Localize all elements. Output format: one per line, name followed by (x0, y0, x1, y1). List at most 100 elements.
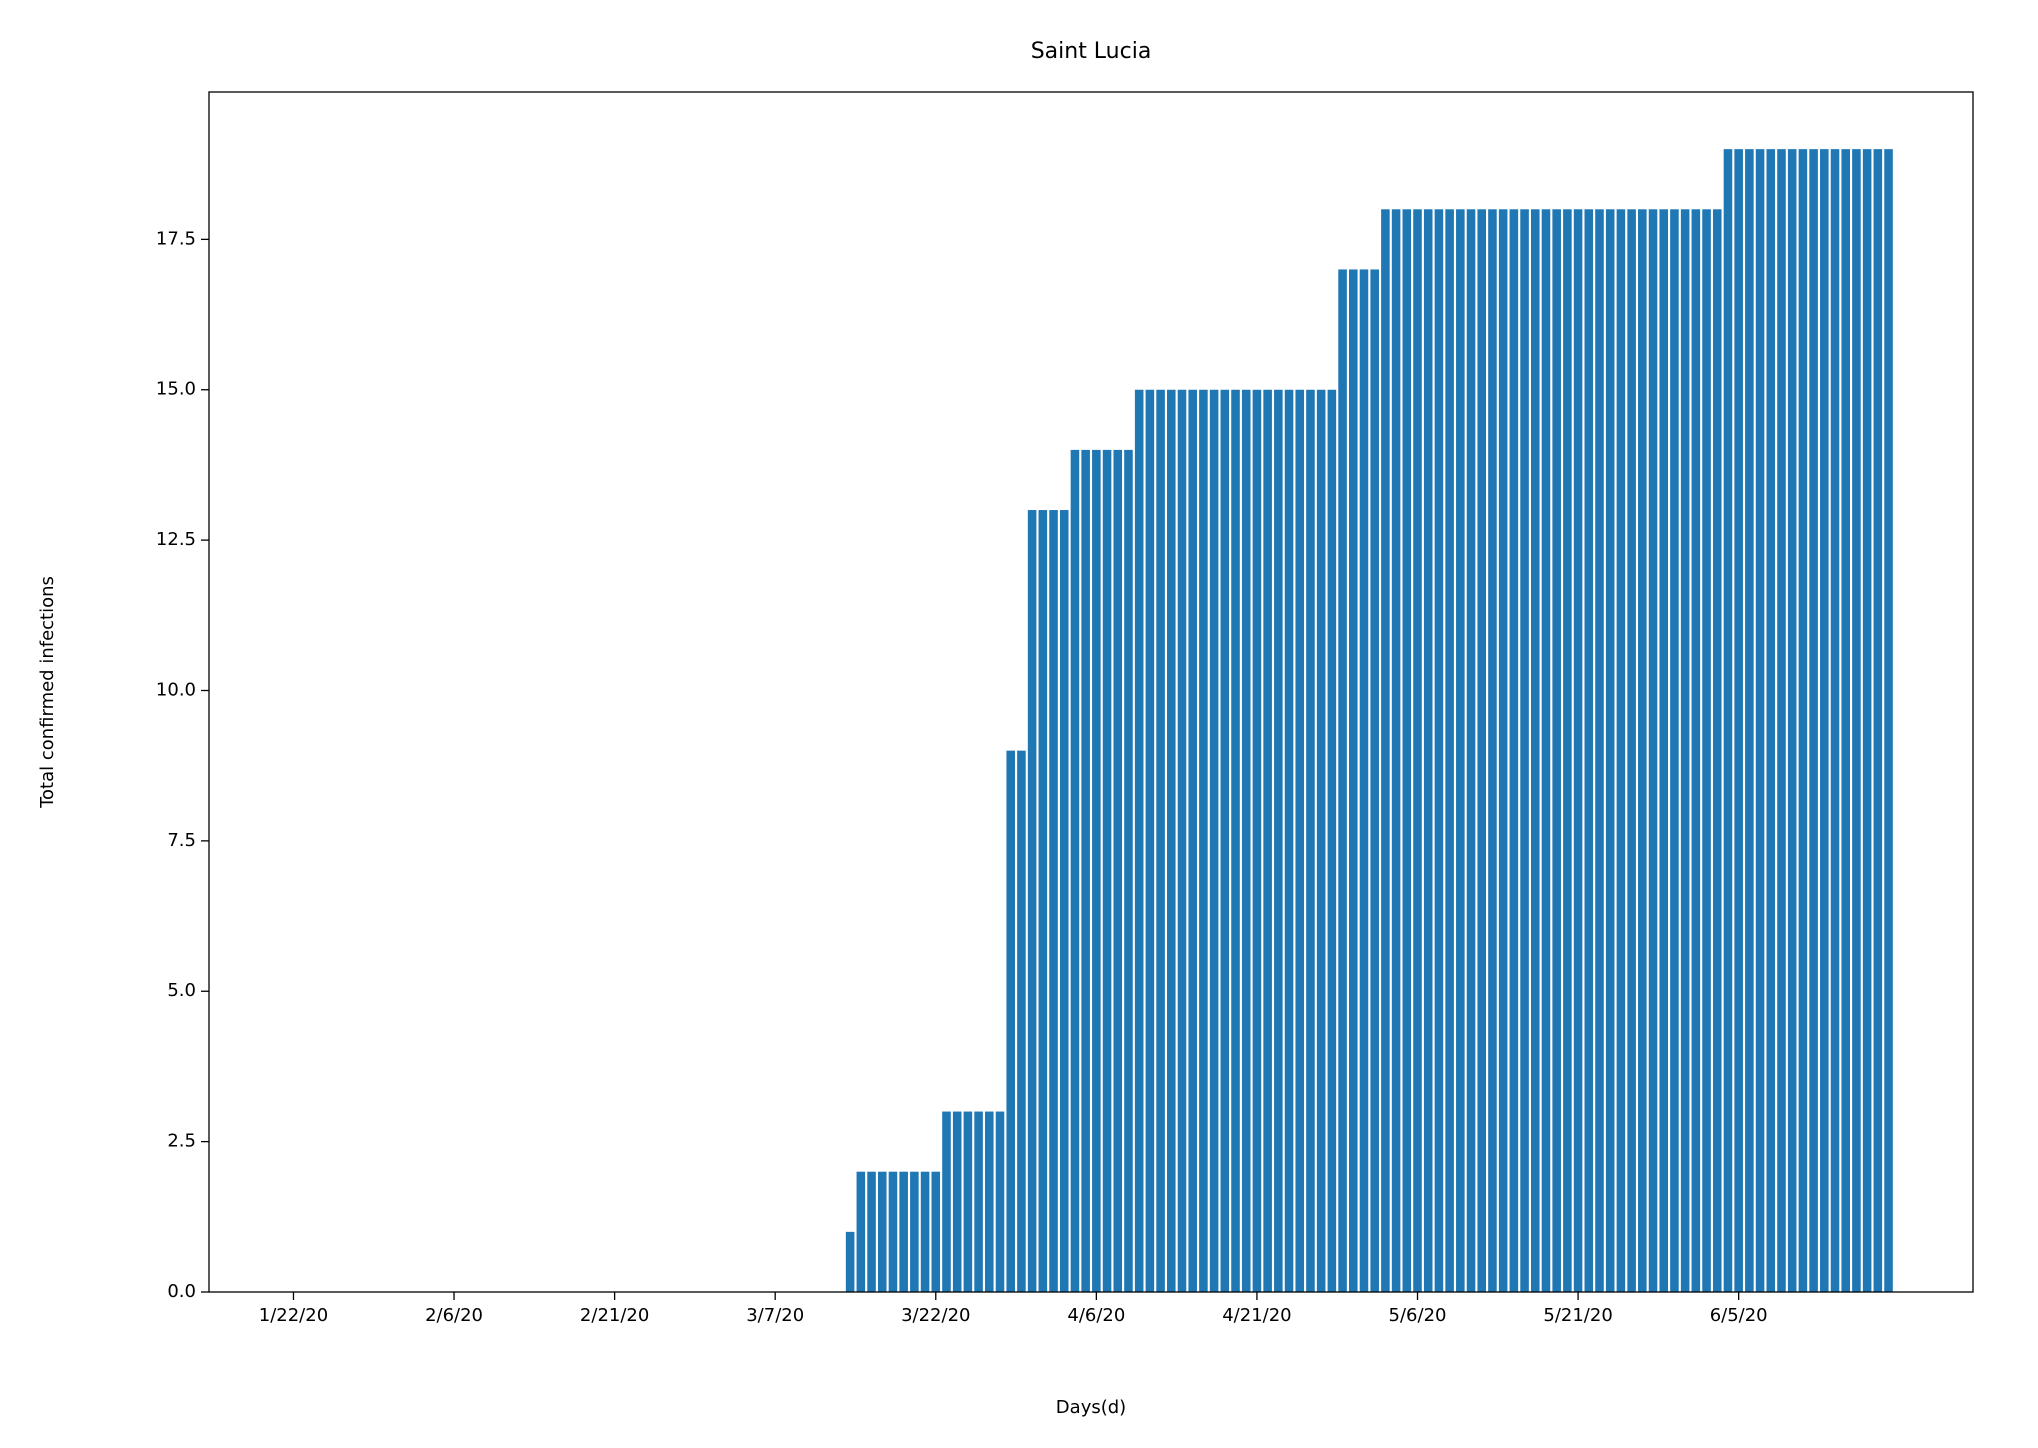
bar (1402, 209, 1412, 1293)
bar (1092, 449, 1101, 1292)
bar (910, 1171, 919, 1292)
bar (1006, 750, 1015, 1292)
x-tick-label: 4/6/20 (1067, 1305, 1125, 1326)
bar (1852, 149, 1861, 1293)
bar (1830, 149, 1840, 1293)
bar (1263, 389, 1272, 1292)
bar (920, 1171, 930, 1292)
bar (931, 1171, 941, 1292)
bar (1670, 209, 1679, 1293)
bar (1231, 389, 1240, 1292)
bar (1338, 269, 1347, 1292)
bar (877, 1171, 887, 1292)
bar (1199, 389, 1208, 1292)
bar (1017, 750, 1026, 1292)
bar (1509, 209, 1519, 1293)
bar (1134, 389, 1144, 1292)
bar (856, 1171, 866, 1292)
bar (1702, 209, 1711, 1293)
bar (1456, 209, 1465, 1293)
bar (952, 1111, 962, 1292)
bar (1605, 209, 1615, 1293)
y-tick-label: 10.0 (156, 679, 196, 700)
bar (1252, 389, 1262, 1292)
bar (1038, 510, 1048, 1292)
bar (1745, 149, 1754, 1293)
bar (1156, 389, 1165, 1292)
y-tick-label: 0.0 (167, 1281, 196, 1302)
bar (1295, 389, 1305, 1292)
bar (1124, 449, 1133, 1292)
bar (1370, 269, 1379, 1292)
bar (1638, 209, 1647, 1293)
bar (963, 1111, 973, 1292)
bar (1327, 389, 1337, 1292)
bar (1573, 209, 1583, 1293)
bar (1102, 449, 1112, 1292)
bar (1188, 389, 1197, 1292)
x-tick-label: 4/21/20 (1222, 1305, 1291, 1326)
bar (1862, 149, 1872, 1293)
bar (1648, 209, 1658, 1293)
bar (1274, 389, 1283, 1292)
bar (1167, 389, 1176, 1292)
bar (1755, 149, 1765, 1293)
bar (1552, 209, 1561, 1293)
x-tick-label: 3/22/20 (901, 1305, 970, 1326)
x-tick-label: 5/6/20 (1389, 1305, 1447, 1326)
bar (1209, 389, 1219, 1292)
bar (1798, 149, 1808, 1293)
bar (1659, 209, 1669, 1293)
y-tick-label: 17.5 (156, 228, 196, 249)
x-tick-label: 1/22/20 (259, 1305, 328, 1326)
plot-frame (208, 91, 1974, 1293)
y-axis-label: Total confirmed infections (37, 576, 58, 809)
bar (1873, 149, 1883, 1293)
bar (1220, 389, 1230, 1292)
bar (1466, 209, 1476, 1293)
chart-title: Saint Lucia (1031, 39, 1152, 64)
bar (1884, 149, 1893, 1293)
bar (1691, 209, 1701, 1293)
bar (1113, 449, 1123, 1292)
bar (1348, 269, 1358, 1292)
bar (1423, 209, 1433, 1293)
bar (1530, 209, 1540, 1293)
bar (1723, 149, 1733, 1293)
bar (1820, 149, 1829, 1293)
bar (974, 1111, 983, 1292)
bar (1712, 209, 1722, 1293)
bar (1241, 389, 1251, 1292)
bar (845, 1231, 855, 1292)
bar (1145, 389, 1155, 1292)
bar (995, 1111, 1005, 1292)
bar (1477, 209, 1487, 1293)
y-tick-label: 15.0 (156, 379, 196, 400)
bar (1306, 389, 1315, 1292)
bar (899, 1171, 908, 1292)
bar (1584, 209, 1594, 1293)
bar (1680, 209, 1690, 1293)
x-tick-label: 6/5/20 (1710, 1305, 1768, 1326)
bar (985, 1111, 994, 1292)
y-tick-label: 5.0 (167, 980, 196, 1001)
bar (1381, 209, 1390, 1293)
bar (942, 1111, 951, 1292)
y-tick-label: 7.5 (167, 830, 196, 851)
bar (1177, 389, 1187, 1292)
bar (1059, 510, 1069, 1292)
y-tick-label: 12.5 (156, 529, 196, 550)
x-tick-label: 3/7/20 (746, 1305, 804, 1326)
bar (1498, 209, 1508, 1293)
x-tick-label: 5/21/20 (1543, 1305, 1612, 1326)
bar (1070, 449, 1080, 1292)
y-tick-label: 2.5 (167, 1131, 196, 1152)
bar (1766, 149, 1776, 1293)
bar (1520, 209, 1529, 1293)
bar (1027, 510, 1037, 1292)
bar (1413, 209, 1422, 1293)
bar (1445, 209, 1454, 1293)
bar (1359, 269, 1369, 1292)
